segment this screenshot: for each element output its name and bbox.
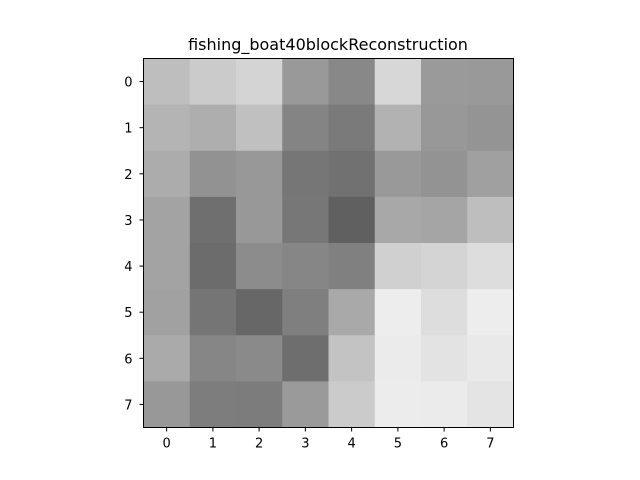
heatmap-cell-r0-c2 (236, 58, 283, 106)
heatmap-cell-r2-c4 (328, 150, 376, 198)
x-tick-label-1: 1 (209, 437, 217, 452)
y-tick-label-5: 5 (124, 306, 132, 321)
plot-frame (143, 58, 514, 428)
heatmap-cell-r3-c3 (282, 196, 329, 244)
heatmap-cell-r7-c1 (189, 381, 237, 429)
heatmap-cell-r7-c7 (467, 381, 514, 429)
heatmap-cell-r7-c5 (374, 381, 422, 429)
heatmap-cell-r1-c6 (421, 104, 468, 152)
y-tick-label-3: 3 (124, 214, 132, 229)
x-tick-label-2: 2 (255, 437, 263, 452)
x-tick-label-0: 0 (162, 437, 170, 452)
heatmap-cell-r4-c1 (189, 243, 237, 290)
heatmap-cell-r2-c2 (236, 150, 283, 198)
heatmap-cell-r6-c3 (282, 335, 329, 382)
y-tick-label-7: 7 (124, 398, 132, 413)
heatmap-cell-r6-c5 (374, 335, 422, 382)
heatmap-cell-r6-c6 (421, 335, 468, 382)
heatmap-cell-r7-c0 (143, 381, 191, 429)
heatmap-cell-r5-c0 (143, 289, 191, 336)
y-tick-label-0: 0 (124, 76, 132, 91)
heatmap-cell-r0-c6 (421, 58, 468, 106)
x-tick-label-6: 6 (440, 437, 448, 452)
heatmap-cell-r2-c1 (189, 150, 237, 198)
y-axis: 0 1 2 3 4 5 6 7 (124, 76, 144, 413)
heatmap-cell-r6-c4 (328, 335, 376, 382)
heatmap-cell-r4-c7 (467, 243, 514, 290)
heatmap-cell-r2-c6 (421, 150, 468, 198)
heatmap-cell-r4-c0 (143, 243, 191, 290)
heatmap-cell-r1-c5 (374, 104, 422, 152)
heatmap-cell-r5-c1 (189, 289, 237, 336)
heatmap-cell-r5-c6 (421, 289, 468, 336)
heatmap-cell-r2-c3 (282, 150, 329, 198)
heatmap-cell-r5-c4 (328, 289, 376, 336)
heatmap-cell-r7-c6 (421, 381, 468, 429)
x-axis: 0 1 2 3 4 5 6 7 (162, 427, 495, 452)
heatmap-cell-r3-c5 (374, 196, 422, 244)
heatmap-cell-r0-c7 (467, 58, 514, 106)
heatmap-cell-r2-c5 (374, 150, 422, 198)
x-tick-label-5: 5 (394, 437, 402, 452)
heatmap-cell-r0-c4 (328, 58, 376, 106)
chart-title: fishing_boat40blockReconstruction (188, 35, 468, 55)
heatmap-cells (143, 58, 514, 429)
heatmap-cell-r1-c0 (143, 104, 191, 152)
y-tick-label-4: 4 (124, 260, 132, 275)
heatmap-cell-r4-c4 (328, 243, 376, 290)
heatmap-cell-r7-c2 (236, 381, 283, 429)
heatmap-cell-r6-c2 (236, 335, 283, 382)
heatmap-cell-r6-c7 (467, 335, 514, 382)
heatmap-cell-r4-c2 (236, 243, 283, 290)
y-tick-label-1: 1 (124, 122, 132, 137)
heatmap-cell-r1-c7 (467, 104, 514, 152)
heatmap-cell-r3-c6 (421, 196, 468, 244)
y-tick-label-2: 2 (124, 168, 132, 183)
y-tick-label-6: 6 (124, 352, 132, 367)
heatmap-cell-r0-c1 (189, 58, 237, 106)
heatmap-cell-r1-c3 (282, 104, 329, 152)
heatmap-cell-r1-c4 (328, 104, 376, 152)
heatmap-cell-r5-c7 (467, 289, 514, 336)
heatmap-cell-r4-c6 (421, 243, 468, 290)
x-tick-label-7: 7 (486, 437, 494, 452)
heatmap-cell-r0-c0 (143, 58, 191, 106)
heatmap-cell-r5-c2 (236, 289, 283, 336)
heatmap-cell-r0-c5 (374, 58, 422, 106)
heatmap-cell-r5-c5 (374, 289, 422, 336)
heatmap-cell-r7-c3 (282, 381, 329, 429)
heatmap-cell-r6-c0 (143, 335, 191, 382)
heatmap-cell-r3-c1 (189, 196, 237, 244)
heatmap-cell-r6-c1 (189, 335, 237, 382)
heatmap-cell-r2-c7 (467, 150, 514, 198)
heatmap-cell-r7-c4 (328, 381, 376, 429)
heatmap-cell-r1-c1 (189, 104, 237, 152)
heatmap-cell-r1-c2 (236, 104, 283, 152)
heatmap-cell-r3-c0 (143, 196, 191, 244)
heatmap-cell-r0-c3 (282, 58, 329, 106)
x-tick-label-4: 4 (347, 437, 355, 452)
heatmap-cell-r2-c0 (143, 150, 191, 198)
x-tick-label-3: 3 (301, 437, 309, 452)
heatmap-cell-r3-c4 (328, 196, 376, 244)
heatmap-cell-r5-c3 (282, 289, 329, 336)
heatmap-cell-r3-c2 (236, 196, 283, 244)
heatmap-cell-r4-c3 (282, 243, 329, 290)
heatmap-cell-r3-c7 (467, 196, 514, 244)
heatmap-cell-r4-c5 (374, 243, 422, 290)
